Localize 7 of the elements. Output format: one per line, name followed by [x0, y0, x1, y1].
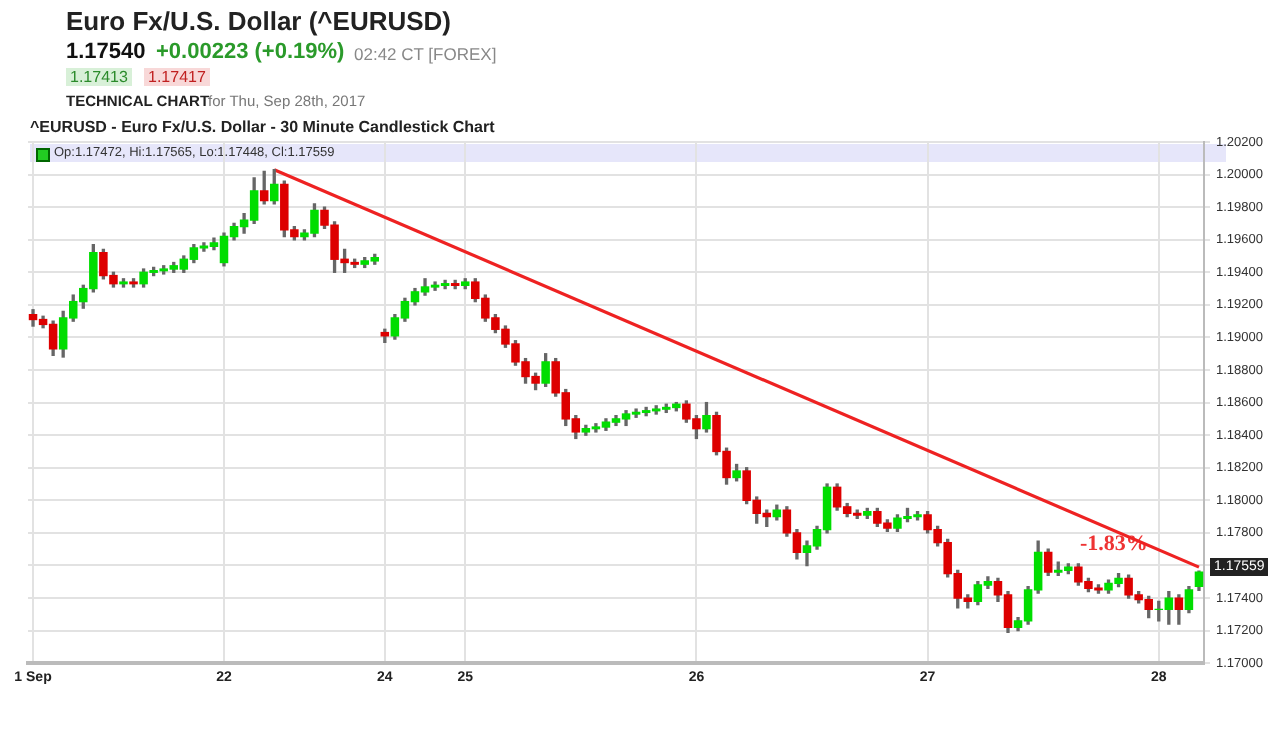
text: 1.17540: [66, 40, 146, 64]
chart-title: Euro Fx/U.S. Dollar (^EURUSD): [66, 6, 451, 36]
text: +0.00223 (+0.19%): [156, 40, 345, 64]
text: 1.17413: [66, 68, 132, 86]
chart-subtitle: ^EURUSD - Euro Fx/U.S. Dollar - 30 Minute Candlestick Chart: [30, 118, 495, 136]
text: 02:42 CT [FOREX]: [354, 44, 497, 64]
text: 1.17417: [144, 68, 210, 86]
